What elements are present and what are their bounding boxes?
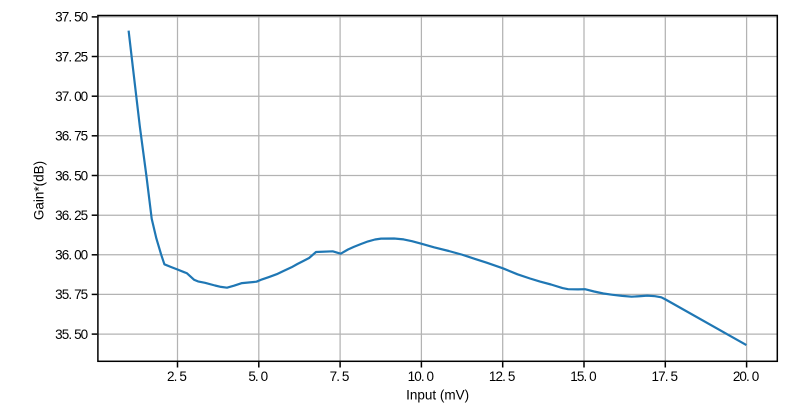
svg-text:5. 0: 5. 0	[248, 369, 267, 384]
svg-text:17. 5: 17. 5	[652, 369, 678, 384]
svg-text:36. 25: 36. 25	[55, 208, 88, 223]
svg-text:37. 25: 37. 25	[55, 49, 88, 64]
svg-text:37. 00: 37. 00	[55, 89, 88, 104]
svg-text:7. 5: 7. 5	[330, 369, 349, 384]
svg-text:20. 0: 20. 0	[733, 369, 759, 384]
svg-text:10. 0: 10. 0	[408, 369, 434, 384]
svg-text:37. 50: 37. 50	[55, 10, 88, 25]
svg-text:35. 50: 35. 50	[55, 327, 88, 342]
svg-text:36. 75: 36. 75	[55, 129, 88, 144]
svg-text:36. 00: 36. 00	[55, 248, 88, 263]
svg-text:36. 50: 36. 50	[55, 168, 88, 183]
svg-text:15. 0: 15. 0	[570, 369, 596, 384]
svg-text:12. 5: 12. 5	[489, 369, 515, 384]
svg-text:2. 5: 2. 5	[167, 369, 186, 384]
svg-text:35. 75: 35. 75	[55, 287, 88, 302]
svg-text:Gain*(dB): Gain*(dB)	[32, 161, 47, 220]
svg-text:Input (mV): Input (mV)	[406, 388, 469, 403]
